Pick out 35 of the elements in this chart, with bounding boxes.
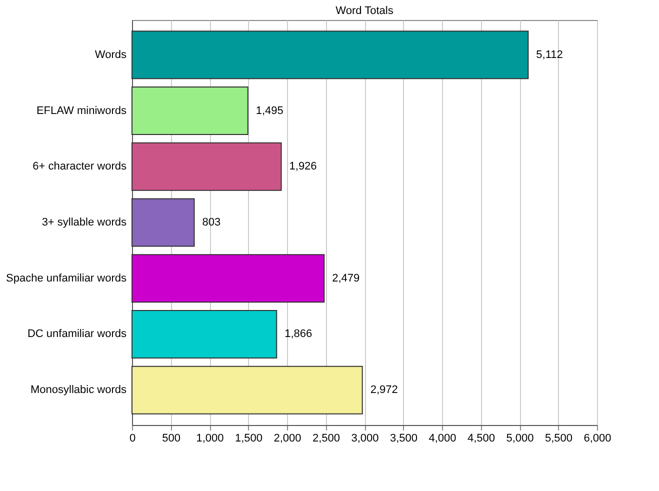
data-label: 1,495 xyxy=(256,104,284,117)
x-tick-label: 2,500 xyxy=(312,432,340,444)
x-tick-label: 4,500 xyxy=(467,432,496,444)
data-label: 1,926 xyxy=(289,160,317,173)
bar xyxy=(132,310,278,358)
x-tick-label: 6,000 xyxy=(584,432,612,444)
y-tick-label: Monosyllabic words xyxy=(30,384,127,396)
chart-title: Word Totals xyxy=(336,5,394,17)
bar xyxy=(132,198,195,247)
data-label: 2,479 xyxy=(332,272,360,284)
y-tick-label: EFLAW miniwords xyxy=(36,104,127,117)
bar xyxy=(132,254,325,303)
x-tick-label: 5,500 xyxy=(544,432,573,444)
y-tick-label: Words xyxy=(94,48,127,61)
y-tick-label: 3+ syllable words xyxy=(42,216,127,228)
bar xyxy=(132,30,529,80)
x-tick-label: 0 xyxy=(129,432,136,444)
y-tick-label: 6+ character words xyxy=(32,160,127,173)
y-tick-label: Spache unfamiliar words xyxy=(6,272,127,284)
bar xyxy=(132,142,282,191)
bar xyxy=(132,86,248,136)
x-tick-label: 3,000 xyxy=(351,432,379,444)
x-tick-label: 1,000 xyxy=(196,432,224,444)
y-tick-label: DC unfamiliar words xyxy=(27,328,127,340)
x-tick-label: 500 xyxy=(162,432,180,444)
x-tick-label: 3,500 xyxy=(390,432,418,444)
data-label: 2,972 xyxy=(370,384,398,396)
data-label: 1,866 xyxy=(284,328,312,340)
bar xyxy=(132,366,363,414)
data-label: 803 xyxy=(202,216,221,228)
x-tick-label: 2,000 xyxy=(274,432,302,444)
x-tick-label: 5,000 xyxy=(506,432,534,444)
x-tick-label: 1,500 xyxy=(234,432,263,444)
x-tick-label: 4,000 xyxy=(428,432,456,444)
data-label: 5,112 xyxy=(536,48,563,61)
